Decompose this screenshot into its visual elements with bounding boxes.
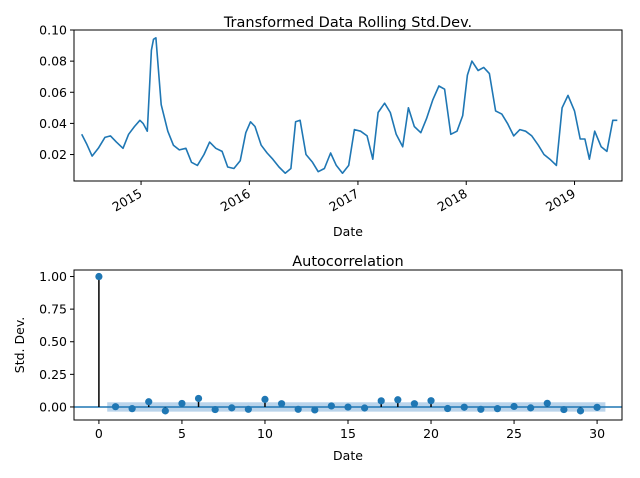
acf-point — [493, 405, 502, 413]
acf-point — [145, 398, 153, 406]
acf-point — [576, 407, 585, 415]
top-axis-ticks: 0.02 0.04 0.06 0.08 0.10 2015 2016 2017 2018 2019 — [39, 23, 578, 215]
x-tick-label: 10 — [257, 426, 273, 441]
acf-point — [527, 404, 535, 412]
acf-point — [311, 406, 319, 414]
acf-point — [510, 402, 518, 411]
acf-point — [377, 397, 385, 405]
bottom-axis-ticks: 0.00 0.25 0.50 0.75 1.00 0 5 10 15 20 25 30 — [39, 269, 605, 441]
acf-point — [593, 403, 601, 411]
autocorrelation-chart: Autocorrelation 0.00 0.25 0.50 0.75 1.00 0 5 10… — [12, 254, 623, 463]
acf-point — [228, 404, 236, 412]
acf-point — [95, 272, 103, 281]
acf-point — [294, 405, 302, 413]
y-tick-label: 1.00 — [39, 269, 67, 284]
x-tick-label: 2017 — [326, 186, 361, 215]
top-plot-area — [80, 36, 618, 174]
acf-point — [543, 399, 551, 407]
acf-point — [178, 399, 186, 408]
acf-point — [194, 394, 203, 403]
rolling-std-chart: Transformed Data Rolling Std.Dev. 0.020.… — [39, 15, 623, 239]
acf-point — [477, 405, 485, 413]
x-tick-label: 25 — [506, 426, 522, 441]
acf-point — [444, 404, 452, 413]
x-axis-label: Date — [333, 224, 363, 239]
x-tick-label: 15 — [340, 426, 356, 441]
x-tick-label: 2016 — [218, 186, 253, 215]
x-tick-label: 30 — [589, 426, 605, 441]
chart-title: Transformed Data Rolling Std.Dev. — [223, 15, 472, 31]
acf-point — [427, 397, 435, 405]
y-tick-label: 0.08 — [39, 54, 67, 69]
acf-point — [128, 405, 136, 413]
y-tick-label: 0.50 — [39, 334, 67, 349]
acf-point — [361, 404, 369, 412]
acf-point — [460, 403, 468, 411]
y-tick-label: 0.04 — [39, 116, 67, 131]
y-tick-label: 0.00 — [39, 399, 67, 414]
acf-point — [410, 400, 419, 408]
acf-point — [560, 405, 568, 414]
x-tick-label: 2015 — [110, 186, 145, 215]
x-tick-label: 0 — [95, 426, 103, 441]
chart-title: Autocorrelation — [292, 254, 403, 270]
x-tick-label: 5 — [178, 426, 186, 441]
y-tick-label: 0.75 — [39, 302, 67, 317]
y-axis-label: Std. Dev. — [12, 317, 27, 373]
y-tick-label: 0.25 — [39, 367, 67, 382]
y-tick-label: 0.02 — [39, 147, 67, 162]
series-line — [80, 36, 618, 174]
acf-point — [394, 396, 402, 404]
acf-point — [244, 405, 252, 413]
y-tick-label: 0.06 — [39, 85, 67, 100]
x-axis-label: Date — [333, 448, 363, 463]
acf-point — [261, 395, 269, 403]
x-tick-label: 2019 — [543, 186, 578, 215]
x-tick-label: 20 — [423, 426, 439, 441]
acf-point — [327, 402, 335, 410]
acf-point — [211, 405, 219, 414]
acf-point — [161, 407, 169, 415]
top-axes-frame — [73, 29, 623, 182]
bottom-plot-area — [74, 272, 622, 415]
acf-point — [111, 403, 120, 411]
y-tick-label: 0.10 — [39, 23, 67, 38]
acf-point — [277, 400, 286, 408]
x-tick-label: 2018 — [435, 186, 470, 215]
bottom-axes-frame — [73, 269, 623, 421]
acf-point — [344, 403, 352, 411]
